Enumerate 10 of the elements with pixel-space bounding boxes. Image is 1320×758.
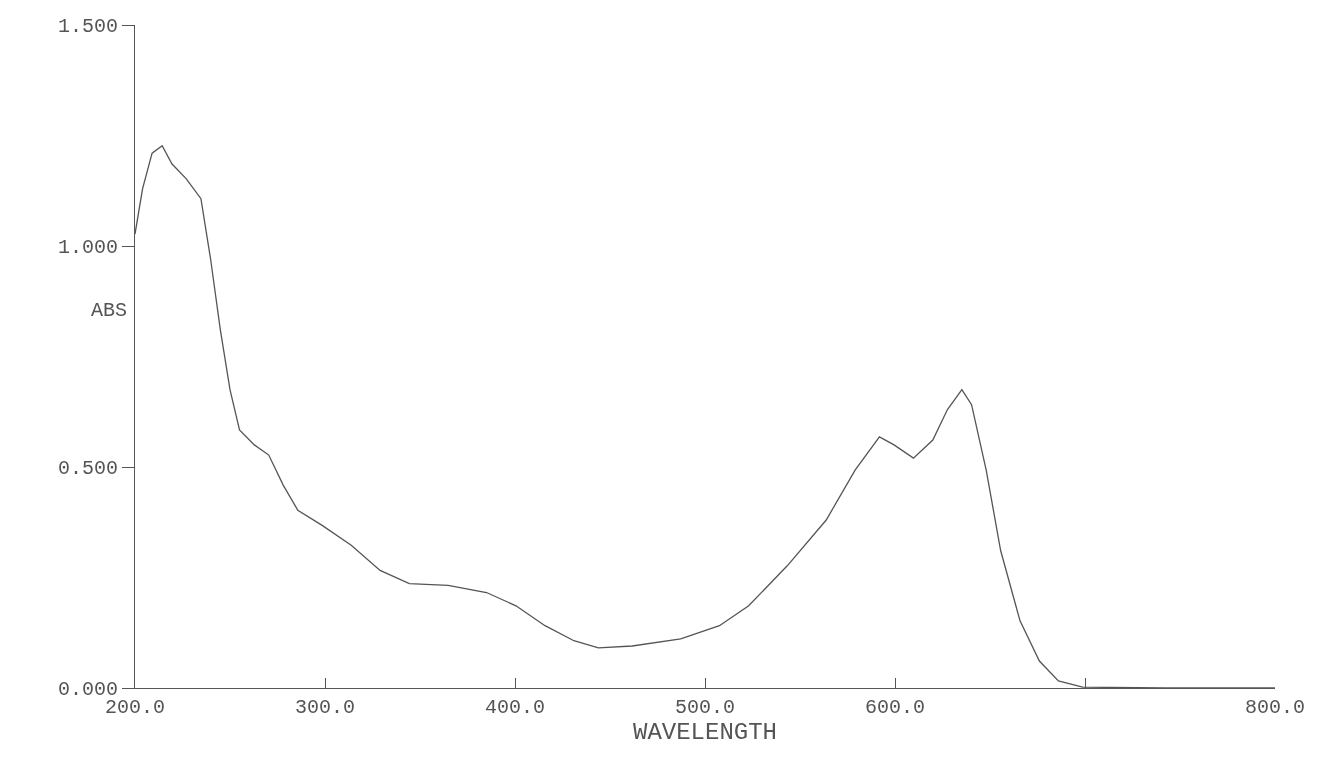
y-axis-title: ABS: [91, 299, 128, 322]
x-tick-label: 800.0: [1244, 696, 1306, 719]
x-tick-label: 300.0: [294, 696, 356, 719]
x-tick-label: 600.0: [864, 696, 926, 719]
y-tick-label: 0.500: [57, 457, 118, 480]
x-axis-title: WAVELENGTH: [632, 719, 778, 746]
x-tick-label: 500.0: [674, 696, 736, 719]
y-tick-label: 1.000: [57, 236, 118, 259]
x-tick-label: 400.0: [484, 696, 546, 719]
y-tick-label: 1.500: [57, 15, 118, 38]
